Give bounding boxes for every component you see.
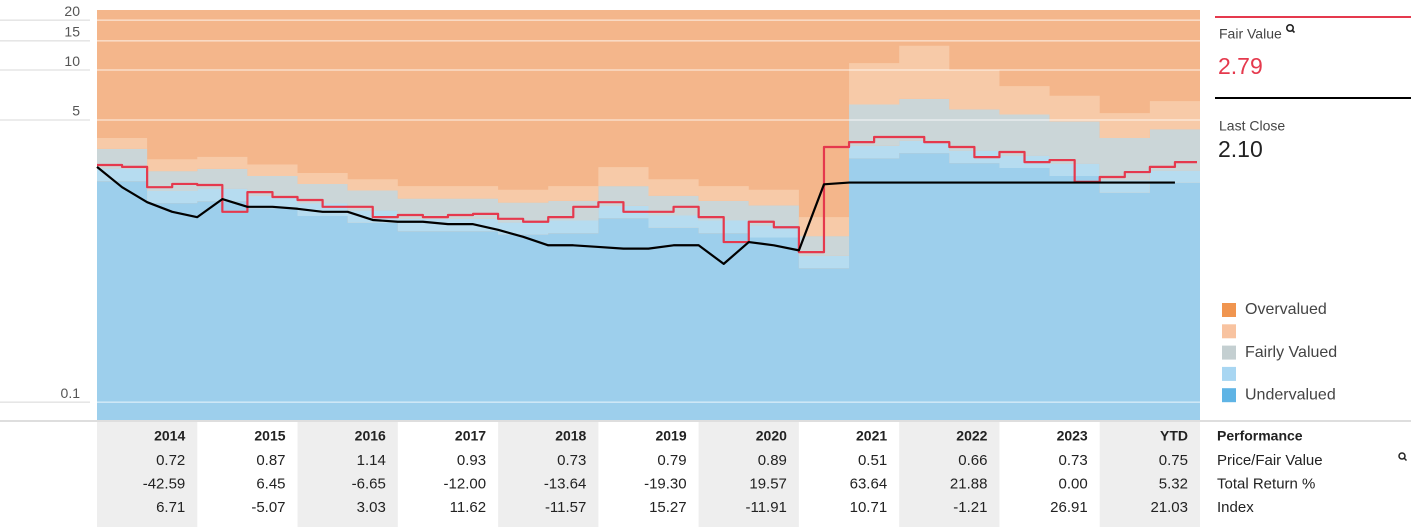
table-cell: 11.62 bbox=[450, 499, 486, 516]
table-cell: 0.00 bbox=[1059, 475, 1088, 492]
column-shade bbox=[698, 422, 799, 527]
table-header: 2018 bbox=[555, 428, 586, 444]
legend-swatch bbox=[1222, 345, 1236, 360]
table-cell: 0.87 bbox=[256, 452, 285, 469]
table-header: 2021 bbox=[856, 428, 887, 444]
table-header: 2014 bbox=[154, 428, 185, 444]
legend-swatch bbox=[1222, 366, 1236, 381]
table-cell: -13.64 bbox=[544, 475, 587, 492]
table-cell: 0.75 bbox=[1159, 452, 1188, 469]
quant-icon bbox=[1398, 452, 1408, 462]
table-cell: 19.57 bbox=[749, 475, 787, 492]
table-header: 2015 bbox=[254, 428, 285, 444]
table-cell: 15.27 bbox=[649, 499, 687, 516]
table-cell: 0.72 bbox=[156, 452, 185, 469]
table-cell: 6.45 bbox=[256, 475, 285, 492]
valuation-band bbox=[97, 45, 1200, 237]
series-line bbox=[96, 166, 1175, 265]
table-header: 2017 bbox=[455, 428, 486, 444]
legend-label: Undervalued bbox=[1245, 386, 1336, 403]
table-header: 2019 bbox=[655, 428, 686, 444]
table-header: 2020 bbox=[756, 428, 787, 444]
table-cell: -11.57 bbox=[545, 499, 586, 516]
table-cell: 1.14 bbox=[357, 452, 386, 469]
fair-value-label: Fair Value bbox=[1219, 26, 1282, 42]
legend-swatch bbox=[1222, 324, 1236, 339]
column-shade bbox=[1099, 422, 1200, 527]
table-cell: -11.91 bbox=[745, 499, 786, 516]
table-cell: 3.03 bbox=[357, 499, 386, 516]
table-cell: 0.73 bbox=[557, 452, 586, 469]
table-cell: 0.93 bbox=[457, 452, 486, 469]
table-cell: 0.66 bbox=[958, 452, 987, 469]
legend-label: Overvalued bbox=[1245, 301, 1327, 318]
legend-swatch bbox=[1222, 303, 1236, 317]
table-cell: 21.88 bbox=[950, 475, 988, 492]
column-shade bbox=[297, 422, 398, 527]
table-header: 2022 bbox=[956, 428, 987, 444]
table-cell: 26.91 bbox=[1050, 499, 1088, 516]
table-header: YTD bbox=[1160, 428, 1188, 444]
table-cell: 5.32 bbox=[1159, 475, 1188, 492]
table-cell: 0.89 bbox=[758, 452, 787, 469]
table-cell: 0.51 bbox=[858, 452, 887, 469]
table-cell: 0.73 bbox=[1059, 452, 1088, 469]
valuation-band bbox=[97, 153, 1200, 420]
table-cell: -6.65 bbox=[352, 475, 386, 492]
quant-icon bbox=[1286, 23, 1296, 34]
table-cell: -1.21 bbox=[953, 499, 987, 516]
table-row-header: Performance bbox=[1217, 428, 1303, 444]
table-cell: 6.71 bbox=[156, 499, 185, 516]
table-header: 2023 bbox=[1057, 428, 1088, 444]
last-close-label: Last Close bbox=[1219, 118, 1285, 134]
valuation-band bbox=[97, 140, 1200, 269]
y-tick-label: 0.1 bbox=[61, 385, 81, 401]
column-shade bbox=[97, 422, 198, 527]
table-cell: 63.64 bbox=[850, 475, 888, 492]
legend-label: Fairly Valued bbox=[1245, 344, 1337, 361]
column-shade bbox=[899, 422, 1000, 527]
legend-swatch bbox=[1222, 388, 1236, 403]
table-cell: 0.79 bbox=[657, 452, 686, 469]
table-cell: 10.71 bbox=[850, 499, 888, 516]
table-row-label: Index bbox=[1217, 499, 1254, 516]
series-line bbox=[97, 135, 1197, 254]
fair-value-latest: 2.79 bbox=[1218, 53, 1263, 79]
table-cell: 21.03 bbox=[1150, 499, 1188, 516]
table-cell: -12.00 bbox=[444, 475, 487, 492]
table-row-label: Total Return % bbox=[1217, 475, 1315, 492]
table-header: 2016 bbox=[355, 428, 386, 444]
table-cell: -42.59 bbox=[143, 475, 186, 492]
y-tick-label: 15 bbox=[64, 24, 80, 40]
table-row-label: Price/Fair Value bbox=[1217, 452, 1323, 469]
table-cell: -19.30 bbox=[644, 475, 687, 492]
table-cell: -5.07 bbox=[251, 499, 285, 516]
y-tick-label: 5 bbox=[72, 103, 80, 119]
column-shade bbox=[498, 422, 599, 527]
y-tick-label: 20 bbox=[64, 3, 80, 19]
y-tick-label: 10 bbox=[64, 53, 80, 69]
last-close-latest: 2.10 bbox=[1218, 136, 1263, 162]
